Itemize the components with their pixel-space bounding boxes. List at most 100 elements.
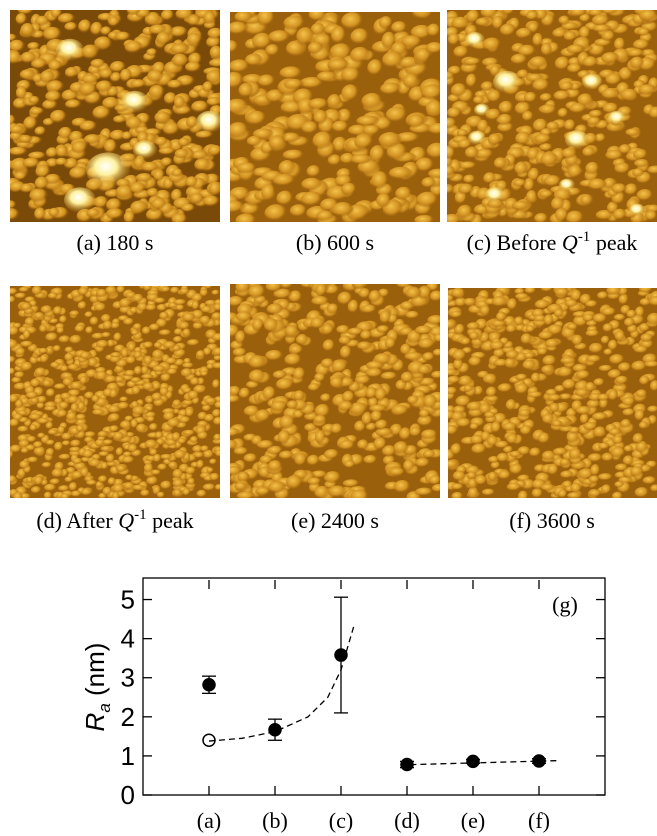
x-tick-label: (a) (197, 808, 221, 833)
grain (199, 288, 209, 298)
grain (135, 173, 154, 184)
grain (209, 181, 220, 197)
grain (90, 58, 106, 69)
grain (314, 372, 326, 384)
grain (47, 429, 59, 436)
grain (505, 350, 520, 361)
grain (29, 107, 45, 116)
grain (10, 208, 21, 222)
grain (454, 297, 468, 308)
grain (30, 378, 42, 389)
grain (540, 152, 559, 168)
grain (640, 333, 654, 343)
grain (130, 79, 147, 89)
grain (293, 390, 306, 403)
grain (639, 375, 651, 387)
grain (90, 21, 104, 37)
grain (116, 286, 126, 295)
grain (587, 178, 608, 192)
grain (498, 470, 512, 481)
grain (204, 299, 218, 307)
grain (52, 306, 63, 317)
grain (28, 96, 41, 105)
grain (404, 352, 424, 362)
grain (108, 413, 122, 423)
caption-part: peak (147, 508, 194, 533)
grain (352, 284, 368, 291)
grain (329, 376, 344, 390)
grain (395, 132, 421, 144)
grain (208, 58, 220, 68)
grain (447, 107, 463, 120)
grain (145, 208, 165, 222)
grain (58, 315, 68, 325)
grain (358, 288, 372, 300)
grain (126, 10, 142, 17)
y-tick-label: 3 (121, 663, 135, 693)
grain (34, 367, 47, 378)
bright-grain (608, 110, 626, 126)
grain (146, 48, 158, 57)
grain (92, 409, 106, 417)
grain (233, 446, 250, 457)
grain (497, 383, 514, 394)
grain (286, 475, 303, 491)
grain (384, 337, 397, 351)
y-tick-label: 0 (121, 780, 135, 810)
grain (34, 126, 47, 137)
grain (38, 347, 49, 355)
grain (336, 324, 351, 335)
grain (105, 208, 125, 221)
grain (95, 339, 110, 350)
grain (20, 183, 34, 194)
grain (140, 489, 151, 498)
grain (28, 413, 43, 421)
grain (610, 446, 627, 459)
grain (10, 339, 19, 350)
grain (94, 439, 106, 448)
grain (447, 32, 461, 47)
grain (140, 365, 150, 376)
grain (289, 204, 308, 219)
grain (649, 380, 657, 393)
grain (593, 378, 606, 387)
grain (553, 309, 565, 318)
grain (194, 158, 211, 173)
grain (407, 114, 426, 130)
grain (422, 352, 436, 363)
grain (515, 383, 530, 396)
grain (36, 402, 46, 410)
grain (146, 476, 159, 487)
grain (426, 142, 440, 161)
grain (230, 21, 250, 36)
grain (425, 42, 440, 55)
grain (182, 488, 191, 497)
grain (376, 325, 391, 334)
caption-part: -1 (578, 229, 591, 245)
grain (95, 80, 114, 94)
grain (554, 56, 571, 72)
grain (448, 375, 462, 385)
grain (618, 144, 632, 156)
grain (350, 489, 370, 498)
grain (448, 424, 459, 436)
grain (623, 317, 636, 328)
grain (186, 32, 203, 48)
grain (124, 40, 144, 55)
grain (178, 416, 192, 424)
grain (509, 463, 524, 476)
grain (588, 489, 603, 498)
grain (84, 436, 94, 444)
caption-part: -1 (134, 507, 147, 523)
grain (58, 453, 73, 461)
grain (524, 288, 537, 295)
grain (611, 183, 628, 195)
grain (369, 404, 388, 414)
grain (151, 381, 162, 392)
grain (365, 360, 386, 371)
grain (39, 354, 49, 364)
grain (484, 411, 497, 419)
grain (613, 37, 626, 53)
grain (385, 106, 409, 124)
grain (647, 405, 657, 414)
